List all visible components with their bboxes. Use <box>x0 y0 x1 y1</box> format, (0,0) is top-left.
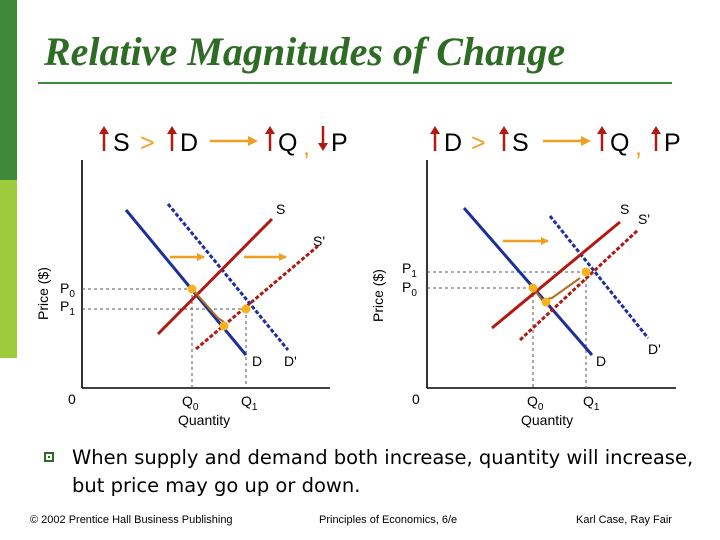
bullet-icon <box>44 452 54 462</box>
right-equilibrium-0 <box>528 283 538 293</box>
right-x-axis-label: Quantity <box>521 412 573 428</box>
left-header: S > D Q , P <box>99 126 348 161</box>
right-header-gt: > <box>471 129 486 157</box>
sidebar-accent-light <box>0 180 17 358</box>
left-header-d: D <box>180 129 198 157</box>
left-supply-curve <box>156 217 274 336</box>
up-arrow-icon <box>430 126 440 151</box>
left-header-p: P <box>331 129 348 157</box>
left-demand-curve <box>124 209 248 356</box>
right-q1-label: Q1 <box>583 393 600 413</box>
right-header-d: D <box>444 129 462 157</box>
right-demand-shifted-curve <box>548 215 650 339</box>
left-equilibrium-1 <box>241 304 251 314</box>
footer-authors: Karl Case, Ray Fair <box>576 514 672 526</box>
left-header-q: Q <box>278 129 297 157</box>
left-p0-label: P0 <box>60 280 75 300</box>
right-q0-label: Q0 <box>527 393 544 413</box>
right-origin-label: 0 <box>412 391 420 407</box>
left-diagram: S > D Q , P <box>35 126 348 428</box>
right-demand-curve <box>462 207 594 356</box>
right-diagram: D > S Q , P <box>370 126 681 428</box>
up-arrow-icon <box>499 126 509 151</box>
sidebar-accent-dark <box>0 0 17 180</box>
up-arrow-icon <box>597 126 607 151</box>
right-demand-shift-label: D' <box>648 341 661 357</box>
left-supply-shift-label: S' <box>313 233 325 249</box>
footer-copyright: © 2002 Prentice Hall Business Publishing <box>30 514 233 526</box>
left-p1-label: P1 <box>60 298 75 318</box>
left-supply-shifted-curve <box>195 244 319 351</box>
left-origin-label: 0 <box>68 391 76 407</box>
right-p0-label: P0 <box>402 279 417 299</box>
left-equilibrium-0 <box>187 284 197 294</box>
right-header: D > S Q , P <box>430 126 681 161</box>
up-arrow-icon <box>167 126 177 151</box>
left-header-comma: , <box>303 133 310 161</box>
footer-course: Principles of Economics, 6/e <box>319 514 458 526</box>
right-supply-label: S <box>620 201 629 217</box>
right-arrow-icon <box>543 136 591 146</box>
left-header-s: S <box>113 129 130 157</box>
up-arrow-icon <box>265 126 275 151</box>
left-y-axis-label: Price ($) <box>35 267 51 320</box>
right-header-p: P <box>664 129 681 157</box>
right-equilibrium-mid <box>541 297 551 307</box>
right-arrow-icon <box>210 136 258 146</box>
right-equilibrium-1 <box>581 267 591 277</box>
right-y-axis-label: Price ($) <box>370 269 386 322</box>
right-p1-label: P1 <box>402 260 417 280</box>
title-underline <box>38 82 672 84</box>
slide-title: Relative Magnitudes of Change <box>44 29 566 74</box>
left-demand-label: D <box>252 353 262 369</box>
left-demand-shifted-curve <box>166 203 290 351</box>
right-header-comma: , <box>635 133 642 161</box>
left-equilibrium-path <box>193 290 225 323</box>
right-supply-shifted-curve <box>518 228 640 342</box>
left-q0-label: Q0 <box>182 393 199 413</box>
right-demand-label: D <box>596 353 606 369</box>
right-header-s: S <box>512 129 529 157</box>
down-arrow-icon <box>318 126 328 151</box>
left-equilibrium-mid <box>219 321 229 331</box>
left-x-axis-label: Quantity <box>178 412 230 428</box>
right-header-q: Q <box>610 129 629 157</box>
left-demand-shift-label: D' <box>284 353 297 369</box>
left-supply-label: S <box>276 201 285 217</box>
left-header-gt: > <box>140 129 155 157</box>
up-arrow-icon <box>651 126 661 151</box>
bullet-text: When supply and demand both increase, qu… <box>72 446 694 497</box>
right-supply-curve <box>491 220 621 330</box>
right-supply-shift-label: S' <box>638 211 650 227</box>
left-q1-label: Q1 <box>241 393 258 413</box>
up-arrow-icon <box>99 126 109 151</box>
